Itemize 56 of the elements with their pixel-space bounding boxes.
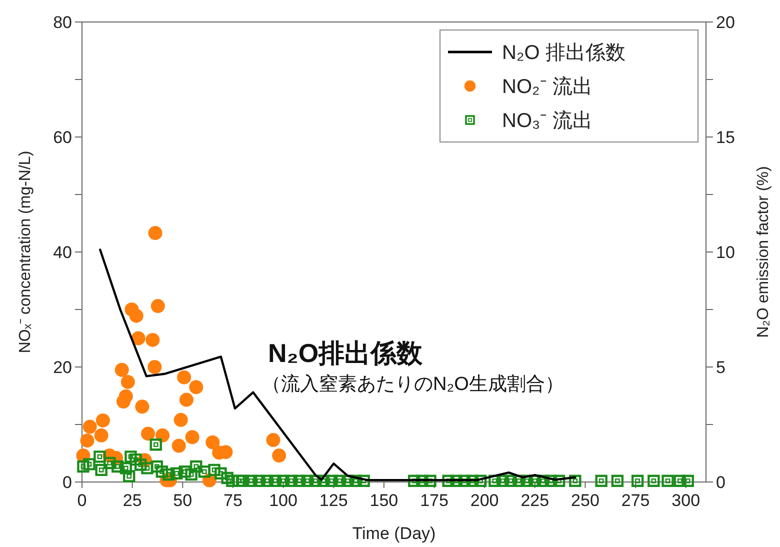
y2-tick-label: 5	[716, 358, 726, 377]
point	[179, 392, 194, 407]
y-tick-label: 60	[53, 128, 72, 147]
x-tick-label: 25	[122, 491, 142, 510]
point	[116, 394, 130, 408]
x-axis-title: Time (Day)	[352, 524, 436, 543]
x-tick-label: 200	[470, 491, 499, 510]
point	[266, 433, 280, 448]
point	[135, 400, 150, 414]
x-tick-label: 0	[77, 491, 87, 510]
annotation: （流入窒素あたりのN₂O生成割合）	[262, 373, 564, 395]
annotation: N₂O排出係数	[268, 338, 424, 368]
legend-label: NO₃⁻ 流出	[502, 110, 593, 132]
point	[129, 308, 144, 323]
y-tick-label: 80	[53, 13, 72, 32]
point	[114, 362, 129, 377]
point	[172, 438, 186, 453]
point	[189, 380, 204, 394]
point	[94, 428, 108, 442]
point	[206, 435, 220, 450]
y2-axis-title: N₂O emission factor (%)	[755, 166, 772, 338]
x-tick-label: 50	[173, 491, 192, 510]
y2-tick-label: 20	[716, 13, 735, 32]
x-tick-label: 250	[571, 491, 600, 510]
point	[185, 430, 200, 444]
point	[96, 413, 110, 428]
x-tick-label: 125	[319, 491, 348, 510]
point	[80, 434, 94, 448]
y2-tick-label: 10	[716, 243, 735, 262]
legend-label: N₂O 排出係数	[502, 42, 626, 64]
point	[148, 360, 162, 374]
x-tick-label: 225	[520, 491, 550, 510]
point	[156, 428, 170, 442]
point	[131, 331, 146, 346]
y-tick-label: 0	[62, 473, 72, 492]
x-tick-label: 75	[224, 491, 242, 510]
legend-label: NO₂⁻ 流出	[502, 76, 592, 98]
x-tick-label: 100	[269, 491, 298, 510]
point	[146, 332, 160, 347]
x-tick-label: 275	[621, 491, 650, 510]
point	[82, 420, 97, 434]
point	[141, 426, 156, 441]
y-axis-title: NOₓ⁻ concentration (mg-N/L)	[17, 150, 34, 354]
point	[177, 370, 192, 384]
x-tick-label: 175	[420, 491, 448, 510]
y-tick-label: 40	[53, 243, 72, 262]
x-tick-label: 150	[370, 491, 398, 510]
y-tick-label: 20	[53, 358, 72, 377]
point	[148, 226, 162, 240]
y2-tick-label: 15	[716, 128, 735, 147]
point	[150, 299, 165, 314]
x-tick-label: 300	[672, 491, 700, 510]
point	[272, 448, 286, 463]
point	[120, 374, 135, 389]
point	[174, 412, 188, 427]
y2-tick-label: 0	[716, 473, 726, 492]
